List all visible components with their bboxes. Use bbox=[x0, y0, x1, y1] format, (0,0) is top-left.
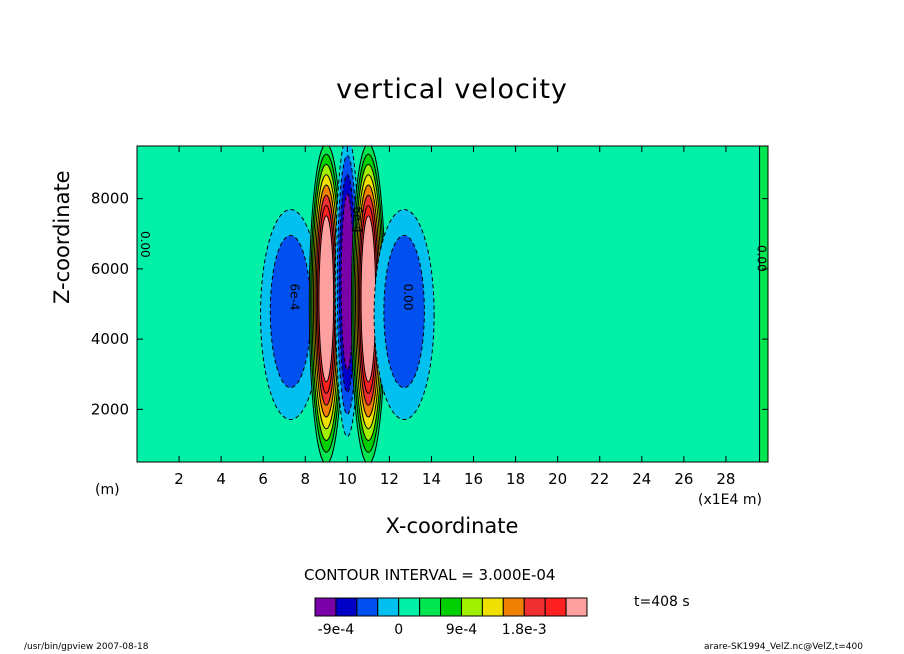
y-tick-label: 4000 bbox=[91, 330, 129, 348]
x-tick-label: 16 bbox=[464, 470, 483, 488]
colorbar-swatch bbox=[565, 597, 588, 617]
colorbar-swatch bbox=[314, 597, 337, 617]
x-tick-label: 14 bbox=[422, 470, 441, 488]
x-tick-label: 24 bbox=[632, 470, 651, 488]
colorbar: -9e-4 0 9e-4 1.8e-3 bbox=[314, 597, 588, 638]
footer-right: arare-SK1994_VelZ.nc@VelZ,t=400 bbox=[704, 642, 863, 652]
colorbar-tick-label: -9e-4 bbox=[318, 622, 355, 638]
x-tick-label: 6 bbox=[258, 470, 268, 488]
contour-fill-layer bbox=[137, 146, 768, 462]
x-tick-label: 2 bbox=[174, 470, 184, 488]
plot-frame bbox=[136, 145, 769, 463]
x-tick-label: 28 bbox=[716, 470, 735, 488]
contour-band bbox=[383, 234, 425, 389]
x-tick-label: 18 bbox=[506, 470, 525, 488]
x-tick-label: 12 bbox=[380, 470, 399, 488]
contour-label: 0.00 bbox=[138, 231, 152, 258]
boundary-band bbox=[759, 146, 768, 462]
x-tick-label: 8 bbox=[300, 470, 310, 488]
contour-label: 6e-4 bbox=[351, 206, 365, 233]
contour-label: 6e-4 bbox=[288, 283, 302, 310]
colorbar-swatch bbox=[377, 597, 400, 617]
contour-label: 0.00 bbox=[401, 284, 415, 311]
contour-band bbox=[318, 215, 335, 383]
contour-band bbox=[269, 234, 312, 389]
colorbar-tick-label: 0 bbox=[394, 622, 403, 638]
colorbar-tick-label: 9e-4 bbox=[446, 622, 478, 638]
contour-band bbox=[360, 215, 377, 383]
colorbar-swatch bbox=[523, 597, 546, 617]
footer-left: /usr/bin/gpview 2007-08-18 bbox=[24, 642, 149, 652]
chart-title: vertical velocity bbox=[336, 74, 568, 105]
x-axis-label: X-coordinate bbox=[385, 514, 519, 538]
x-tick-label: 4 bbox=[216, 470, 226, 488]
y-tick-label: 2000 bbox=[91, 400, 129, 418]
y-axis-label: Z-coordinate bbox=[50, 170, 74, 304]
background-field bbox=[137, 146, 768, 462]
colorbar-swatch bbox=[544, 597, 567, 617]
colorbar-swatch bbox=[356, 597, 379, 617]
colorbar-swatch bbox=[419, 597, 442, 617]
contour-interval: CONTOUR INTERVAL = 3.000E-04 bbox=[304, 566, 556, 584]
x-tick-label: 10 bbox=[338, 470, 357, 488]
colorbar-swatch bbox=[502, 597, 525, 617]
x-tick-label: 22 bbox=[590, 470, 609, 488]
x-unit-right: (x1E4 m) bbox=[698, 492, 762, 508]
contour-label: 0.00 bbox=[754, 245, 768, 272]
colorbar-swatch bbox=[460, 597, 483, 617]
x-unit-left: (m) bbox=[95, 482, 120, 498]
x-tick-label: 20 bbox=[548, 470, 567, 488]
colorbar-tick-label: 1.8e-3 bbox=[502, 622, 547, 638]
y-tick-label: 6000 bbox=[91, 260, 129, 278]
colorbar-swatch bbox=[440, 597, 462, 617]
y-tick-label: 8000 bbox=[91, 190, 129, 208]
contour-label-layer: 0.00 6e-4 0.00 6e-4 0.00 bbox=[138, 206, 768, 310]
colorbar-swatch bbox=[398, 597, 421, 617]
colorbar-swatch bbox=[481, 597, 504, 617]
colorbar-swatch bbox=[335, 597, 358, 617]
time-label: t=408 s bbox=[634, 594, 690, 610]
x-tick-label: 26 bbox=[674, 470, 693, 488]
